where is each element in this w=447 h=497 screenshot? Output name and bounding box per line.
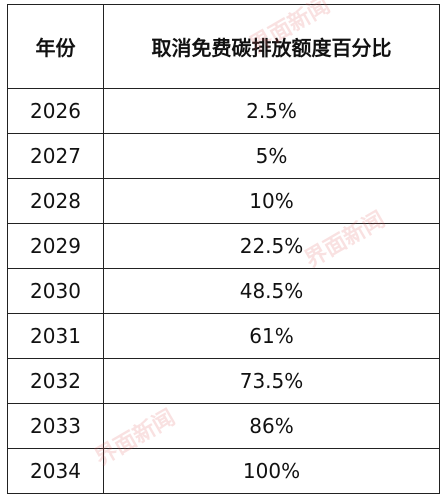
header-row: 年份 取消免费碳排放额度百分比 xyxy=(7,4,440,89)
header-cell: 年份 xyxy=(7,4,104,89)
year-cell: 2033 xyxy=(7,403,104,449)
table-row: 2034 100% xyxy=(7,448,440,494)
year-cell: 2027 xyxy=(7,133,104,179)
year-cell: 2026 xyxy=(7,88,104,134)
table-row: 2029 22.5% xyxy=(7,223,440,269)
year-cell: 2030 xyxy=(7,268,104,314)
percent-cell: 10% xyxy=(103,178,440,224)
year-cell: 2028 xyxy=(7,178,104,224)
table-row: 2033 86% xyxy=(7,403,440,449)
table-row: 2031 61% xyxy=(7,313,440,359)
percent-cell: 22.5% xyxy=(103,223,440,269)
table-row: 2027 5% xyxy=(7,133,440,179)
header-cell: 取消免费碳排放额度百分比 xyxy=(103,4,440,89)
percent-cell: 2.5% xyxy=(103,88,440,134)
table-row: 2026 2.5% xyxy=(7,88,440,134)
table-body: 2026 2.5% 2027 5% 2028 10% 2029 22.5% 2030 48.5% 2… xyxy=(7,88,440,494)
year-cell: 2031 xyxy=(7,313,104,359)
percent-cell: 86% xyxy=(103,403,440,449)
year-cell: 2029 xyxy=(7,223,104,269)
percent-cell: 48.5% xyxy=(103,268,440,314)
year-cell: 2034 xyxy=(7,448,104,494)
table-row: 2030 48.5% xyxy=(7,268,440,314)
data-table: 年份 取消免费碳排放额度百分比 2026 2.5% 2027 5% 2028 10% 2029… xyxy=(7,4,440,494)
percent-cell: 100% xyxy=(103,448,440,494)
table-head: 年份 取消免费碳排放额度百分比 xyxy=(7,4,440,89)
percent-cell: 73.5% xyxy=(103,358,440,404)
table-row: 2028 10% xyxy=(7,178,440,224)
table-row: 2032 73.5% xyxy=(7,358,440,404)
year-cell: 2032 xyxy=(7,358,104,404)
percent-cell: 61% xyxy=(103,313,440,359)
percent-cell: 5% xyxy=(103,133,440,179)
